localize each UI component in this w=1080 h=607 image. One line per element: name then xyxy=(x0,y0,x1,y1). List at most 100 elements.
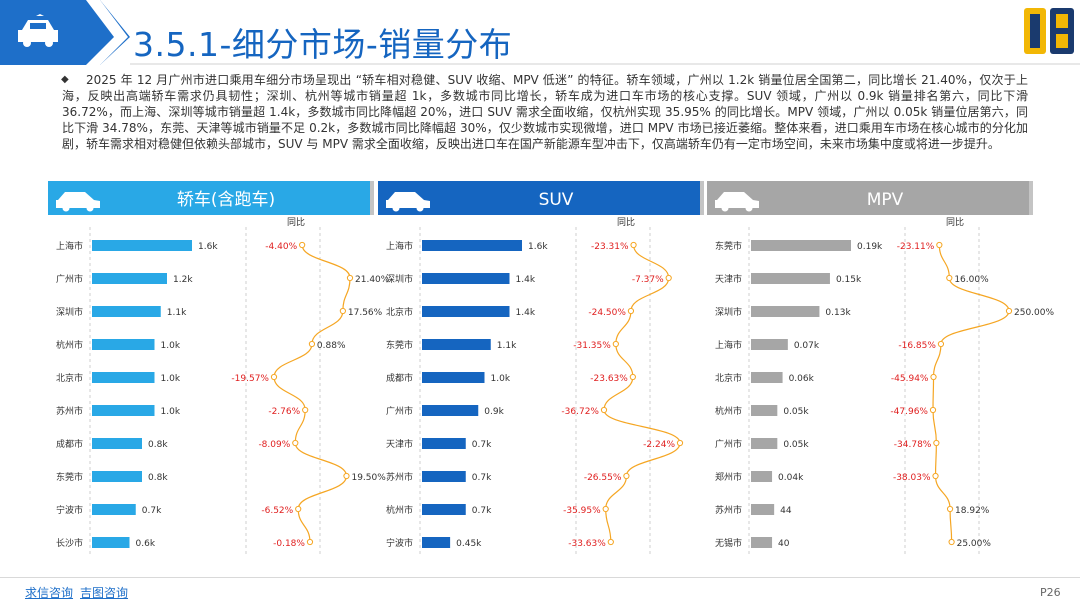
bar xyxy=(92,240,192,251)
yoy-label: -23.63% xyxy=(590,374,628,384)
yoy-line xyxy=(273,244,351,543)
yoy-point xyxy=(343,472,350,480)
car-wheel xyxy=(86,204,94,212)
yoy-point xyxy=(270,373,278,381)
yoy-label: -35.95% xyxy=(563,506,601,516)
yoy-line xyxy=(932,244,1010,543)
panel-header xyxy=(48,181,370,215)
yoy-point xyxy=(936,241,943,249)
header-bar xyxy=(0,0,1080,65)
car-icon xyxy=(56,192,100,212)
yoy-point xyxy=(302,406,309,414)
bar-value-label: 40 xyxy=(778,539,790,549)
bar-value-label: 0.9k xyxy=(484,407,504,417)
bar-value-label: 0.15k xyxy=(836,275,862,285)
category-label: 杭州市 xyxy=(715,405,742,417)
yoy-point xyxy=(602,505,609,513)
yoy-label: -19.57% xyxy=(231,374,269,384)
car-icon xyxy=(18,14,58,47)
yoy-header: 同比 xyxy=(287,216,305,228)
yoy-point xyxy=(937,340,945,348)
bar-value-label: 0.05k xyxy=(783,440,809,450)
yoy-point xyxy=(600,406,608,414)
bar-value-label: 44 xyxy=(780,506,792,516)
car-body xyxy=(715,192,759,208)
bar-value-label: 1.0k xyxy=(161,374,181,384)
panel-header-shadow xyxy=(370,181,374,215)
category-label: 深圳市 xyxy=(56,306,83,318)
car-icon xyxy=(386,192,430,212)
bar xyxy=(92,339,155,350)
car-wheel xyxy=(721,204,729,212)
category-label: 深圳市 xyxy=(386,273,413,285)
panel-header xyxy=(707,181,1029,215)
footer-link-jitu[interactable]: 吉图咨询 xyxy=(80,586,129,600)
bar-value-label: 0.04k xyxy=(778,473,804,483)
yoy-point xyxy=(292,439,299,447)
bar-value-label: 0.7k xyxy=(472,473,492,483)
bar-value-label: 1.0k xyxy=(161,341,181,351)
yoy-point xyxy=(339,307,346,315)
yoy-label: -38.03% xyxy=(893,473,931,483)
yoy-point xyxy=(932,472,939,480)
yoy-header: 同比 xyxy=(946,216,964,228)
car-wheel xyxy=(745,204,753,212)
yoy-point xyxy=(306,538,314,546)
bar xyxy=(92,372,155,383)
bar xyxy=(422,504,466,515)
yoy-label: -8.09% xyxy=(258,440,290,450)
yoy-label: -34.78% xyxy=(894,440,932,450)
bar xyxy=(751,240,851,251)
yoy-label: 250.00% xyxy=(1014,308,1054,318)
yoy-label: -47.96% xyxy=(890,407,928,417)
yoy-label: 16.00% xyxy=(954,275,989,285)
yoy-point xyxy=(612,340,619,348)
category-label: 北京市 xyxy=(715,372,742,384)
panel-header-shadow xyxy=(700,181,704,215)
yoy-point xyxy=(299,241,306,249)
yoy-point xyxy=(346,274,354,282)
bar xyxy=(751,306,820,317)
bar xyxy=(92,438,142,449)
yoy-label: 25.00% xyxy=(957,539,992,549)
category-label: 东莞市 xyxy=(386,339,413,351)
car-wheel xyxy=(62,204,70,212)
category-label: 杭州市 xyxy=(386,504,413,516)
yoy-point xyxy=(630,241,637,249)
category-label: 无锡市 xyxy=(715,537,742,549)
bar-value-label: 1.2k xyxy=(173,275,193,285)
bar-value-label: 0.19k xyxy=(857,242,883,252)
bar xyxy=(751,372,783,383)
yoy-label: -36.72% xyxy=(561,407,599,417)
yoy-point xyxy=(1005,307,1013,315)
bar-value-label: 1.6k xyxy=(528,242,548,252)
car-body xyxy=(56,192,100,208)
page-number: P26 xyxy=(1040,586,1061,599)
car-icon xyxy=(715,192,759,212)
yoy-label: -6.52% xyxy=(261,506,293,516)
bar-value-label: 0.7k xyxy=(472,506,492,516)
yoy-label: -0.18% xyxy=(273,539,305,549)
yoy-point xyxy=(933,439,940,447)
car-wheel xyxy=(416,204,424,212)
category-label: 广州市 xyxy=(386,405,413,417)
category-label: 北京市 xyxy=(386,306,413,318)
bar xyxy=(751,471,773,482)
bar-value-label: 1.4k xyxy=(516,308,536,318)
category-label: 天津市 xyxy=(386,438,413,450)
yoy-label: -2.76% xyxy=(268,407,300,417)
yoy-label: 0.88% xyxy=(317,341,346,351)
yoy-point xyxy=(930,373,937,381)
category-label: 郑州市 xyxy=(715,471,742,483)
yoy-point xyxy=(629,373,636,381)
category-label: 广州市 xyxy=(56,273,83,285)
yoy-point xyxy=(627,307,635,315)
category-label: 苏州市 xyxy=(715,504,742,516)
yoy-label: 17.56% xyxy=(348,308,383,318)
bar xyxy=(92,504,136,515)
bar xyxy=(92,405,155,416)
panel-header-shadow xyxy=(1029,181,1033,215)
footer-link-qiuxin[interactable]: 求信咨询 xyxy=(25,586,74,600)
panel-title: 轿车(含跑车) xyxy=(177,190,275,210)
